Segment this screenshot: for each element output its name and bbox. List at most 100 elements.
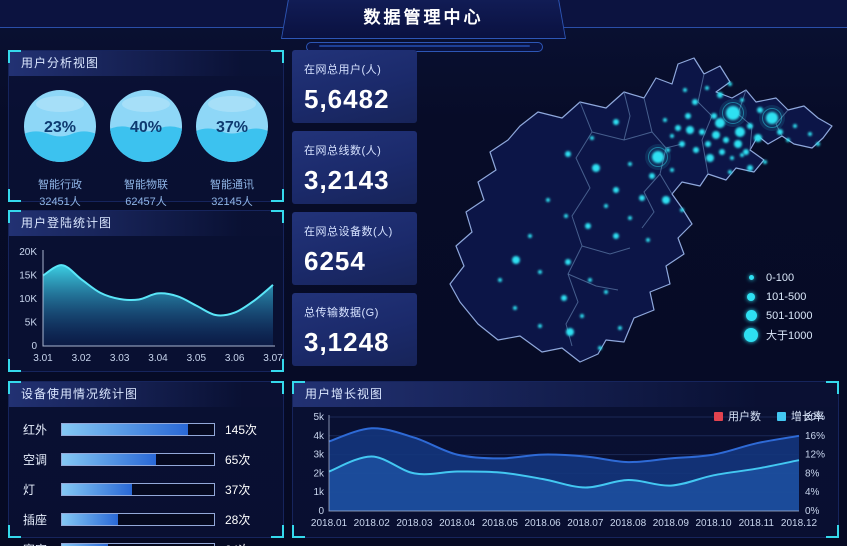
svg-text:3.02: 3.02	[72, 353, 92, 364]
map-legend-label: 101-500	[766, 290, 807, 303]
stat-value: 3,1248	[304, 327, 390, 357]
liquid-gauge-2: 40% 智能物联 62457人	[103, 86, 189, 210]
usage-label: 窗帘	[23, 541, 61, 546]
usage-bar-track	[61, 453, 215, 466]
usage-value: 37次	[225, 483, 251, 497]
panel-user-growth: 用户增长视图 用户数 增长率 0 0% 1k 4% 2k 8% 3k 12% 4k 16% 5k 20%…	[292, 381, 839, 538]
header-decoration	[306, 42, 543, 52]
svg-text:2018.12: 2018.12	[781, 518, 818, 529]
stat-label: 总传输数据(G)	[304, 307, 379, 319]
map-legend-item: 101-500	[742, 287, 813, 306]
map-legend-label: 0-100	[766, 271, 795, 284]
svg-text:0: 0	[31, 341, 37, 352]
svg-text:3.01: 3.01	[33, 353, 53, 364]
map-legend-dot	[748, 275, 754, 280]
usage-label: 灯	[23, 483, 36, 497]
usage-bar-track	[61, 483, 215, 496]
svg-text:2018.01: 2018.01	[311, 518, 348, 529]
usage-value: 145次	[225, 423, 258, 437]
svg-text:23%: 23%	[44, 119, 76, 136]
svg-text:2k: 2k	[313, 468, 325, 479]
svg-text:15K: 15K	[19, 271, 37, 282]
gauge-row: 23% 智能行政 32451人 40% 智能物联 62457人 37% 智能通讯 32145人	[9, 76, 283, 210]
svg-text:5k: 5k	[313, 412, 325, 423]
usage-bar-fill	[62, 514, 119, 525]
usage-row-4: 插座 28次	[23, 511, 269, 528]
map-legend: 0-100 101-500 501-1000 大于1000	[742, 268, 813, 344]
svg-text:3.06: 3.06	[225, 353, 245, 364]
gauge-label: 智能物联 62457人	[124, 179, 168, 208]
map-legend-item: 501-1000	[742, 306, 813, 325]
usage-row-1: 红外 145次	[23, 421, 269, 438]
stat-value: 5,6482	[304, 84, 390, 114]
panel-user-analysis: 用户分析视图 23% 智能行政 32451人 40% 智能物联 62457人 37% 智能通讯…	[8, 50, 284, 208]
map-legend-dot	[747, 292, 755, 301]
svg-text:2018.06: 2018.06	[525, 518, 562, 529]
map-legend-label: 501-1000	[766, 309, 813, 322]
svg-text:0: 0	[318, 506, 324, 517]
growth-area-chart: 0 0% 1k 4% 2k 8% 3k 12% 4k 16% 5k 20% 2018.01 2018.02…	[311, 412, 825, 529]
usage-bar-fill	[62, 424, 189, 435]
map-legend-item: 0-100	[742, 268, 813, 287]
stat-card-total-users: 在网总用户(人) 5,6482	[292, 50, 417, 123]
panel-login-stats: 用户登陆统计图 0 5K 10K 15K 20K 3.01 3.02 3.03 3.04 3.05…	[8, 210, 284, 372]
usage-bar-track	[61, 543, 215, 546]
svg-text:3.07: 3.07	[263, 353, 283, 364]
svg-text:40%: 40%	[130, 119, 162, 136]
liquid-gauge-1: 23% 智能行政 32451人	[17, 86, 103, 210]
svg-text:10K: 10K	[19, 294, 37, 305]
usage-row-5: 窗帘 24次	[23, 541, 269, 546]
map-svg	[449, 57, 833, 363]
usage-value: 65次	[225, 453, 251, 467]
svg-text:3k: 3k	[313, 450, 325, 461]
svg-text:1k: 1k	[313, 487, 325, 498]
growth-chart-legend: 用户数 增长率	[714, 408, 824, 424]
stat-card-total-lines: 在网总线数(人) 3,2143	[292, 131, 417, 204]
usage-bar-fill	[62, 484, 132, 495]
legend-label: 增长率	[791, 411, 824, 423]
stat-value: 6254	[304, 246, 366, 276]
page-title: 数据管理中心	[363, 8, 484, 27]
svg-text:37%: 37%	[216, 119, 248, 136]
usage-label: 插座	[23, 513, 48, 527]
legend-item-增长率[interactable]: 增长率	[777, 408, 824, 424]
panel-title-device-usage: 设备使用情况统计图	[9, 382, 283, 407]
login-area-chart: 0 5K 10K 15K 20K 3.01 3.02 3.03 3.04 3.05 3.06 3.07	[19, 247, 283, 364]
svg-text:2018.02: 2018.02	[354, 518, 391, 529]
stat-label: 在网总用户(人)	[304, 64, 382, 76]
gauge-label: 智能行政 32451人	[38, 179, 82, 208]
stat-value: 3,2143	[304, 165, 390, 195]
legend-swatch	[777, 411, 786, 421]
usage-value: 28次	[225, 513, 251, 527]
title-plate: 数据管理中心	[281, 0, 566, 39]
usage-bar-fill	[62, 544, 108, 546]
legend-swatch	[714, 411, 723, 421]
svg-text:2018.04: 2018.04	[439, 518, 476, 529]
legend-item-用户数[interactable]: 用户数	[714, 408, 761, 424]
legend-label: 用户数	[728, 411, 761, 423]
svg-text:2018.07: 2018.07	[567, 518, 604, 529]
svg-text:4k: 4k	[313, 431, 325, 442]
svg-text:20K: 20K	[19, 247, 37, 258]
svg-text:16%: 16%	[805, 431, 825, 442]
svg-text:2018.03: 2018.03	[396, 518, 433, 529]
map-legend-item: 大于1000	[742, 325, 813, 344]
usage-row-3: 灯 37次	[23, 481, 269, 498]
title-plate-inner: 数据管理中心	[282, 0, 565, 38]
svg-text:2018.08: 2018.08	[610, 518, 647, 529]
svg-text:12%: 12%	[805, 450, 825, 461]
svg-text:3.04: 3.04	[148, 353, 168, 364]
svg-text:4%: 4%	[805, 487, 820, 498]
panel-title-user-analysis: 用户分析视图	[9, 51, 283, 76]
gauge-label: 智能通讯 32145人	[210, 179, 254, 208]
svg-text:20%: 20%	[805, 412, 825, 423]
svg-text:2018.09: 2018.09	[653, 518, 690, 529]
usage-label: 红外	[23, 423, 48, 437]
svg-text:8%: 8%	[805, 468, 820, 479]
usage-bar-track	[61, 423, 215, 436]
svg-text:0%: 0%	[805, 506, 820, 517]
map-legend-dot	[745, 310, 757, 321]
map-legend-dot	[744, 327, 758, 342]
stat-card-total-data: 总传输数据(G) 3,1248	[292, 293, 417, 366]
